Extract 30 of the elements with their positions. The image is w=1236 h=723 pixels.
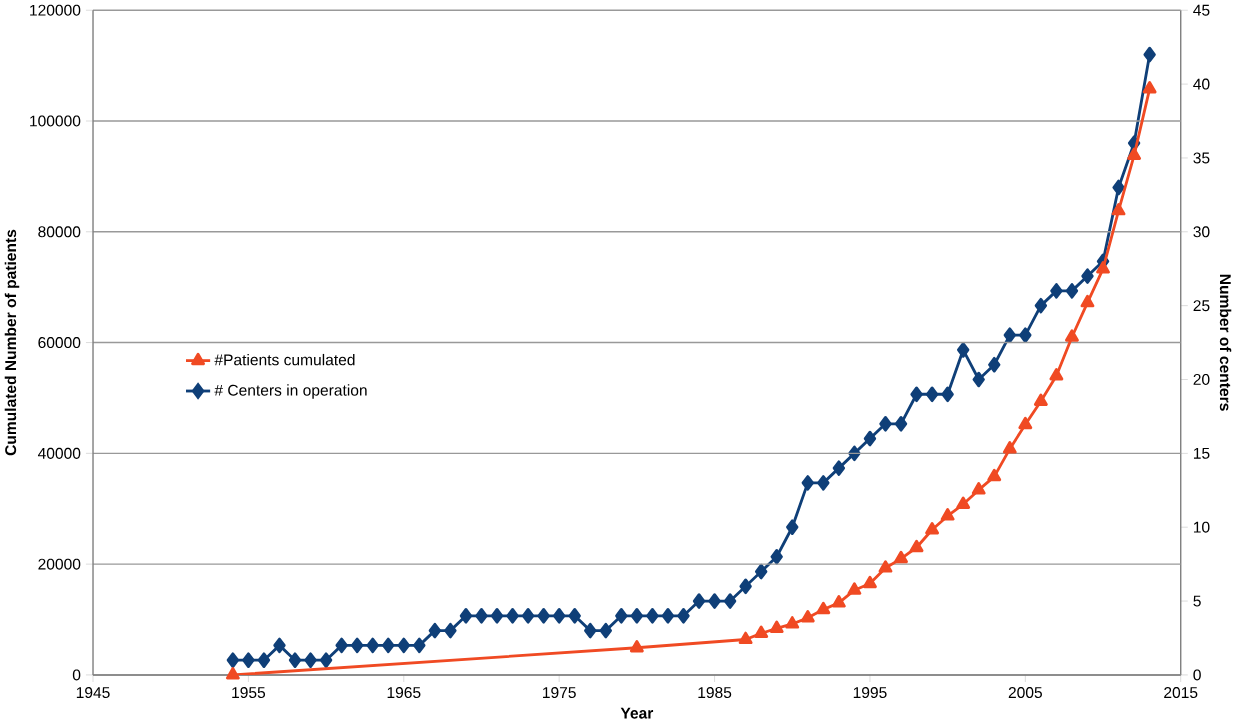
y2-tick-label: 0 [1193,669,1201,681]
x-tick-label: 2005 [1008,686,1042,698]
y-tick-label: 0 [72,669,81,681]
y2-tick-label: 30 [1193,226,1210,238]
y-tick-label: 100000 [30,115,81,127]
x-tick-label: 1965 [387,686,421,698]
legend-label: #Patients cumulated [214,353,355,366]
y2-tick-label: 10 [1193,521,1210,533]
y2-tick-label: 45 [1193,4,1210,16]
y2-tick-label: 25 [1193,299,1210,311]
y-tick-label: 20000 [38,558,81,570]
x-tick-label: 1955 [232,686,266,698]
x-tick-label: 1995 [853,686,887,698]
y2-tick-label: 40 [1193,78,1210,90]
y-tick-label: 80000 [38,226,81,238]
legend-label: # Centers in operation [214,384,367,399]
y-tick-label: 120000 [30,4,81,16]
x-axis-title: Year [620,707,654,719]
y2-axis-title: Number of centers [1219,274,1232,411]
y2-tick-label: 20 [1193,373,1210,385]
y2-tick-label: 5 [1193,595,1201,607]
y-tick-label: 60000 [38,336,81,348]
y-axis-title: Cumulated Number of patients [4,229,20,456]
x-tick-label: 1975 [543,686,576,698]
y2-tick-label: 15 [1193,447,1210,459]
y2-tick-label: 35 [1193,152,1210,164]
x-tick-label: 2015 [1164,686,1198,698]
x-tick-label: 1945 [76,686,110,698]
x-tick-label: 1985 [698,686,732,698]
y-tick-label: 40000 [37,447,81,459]
